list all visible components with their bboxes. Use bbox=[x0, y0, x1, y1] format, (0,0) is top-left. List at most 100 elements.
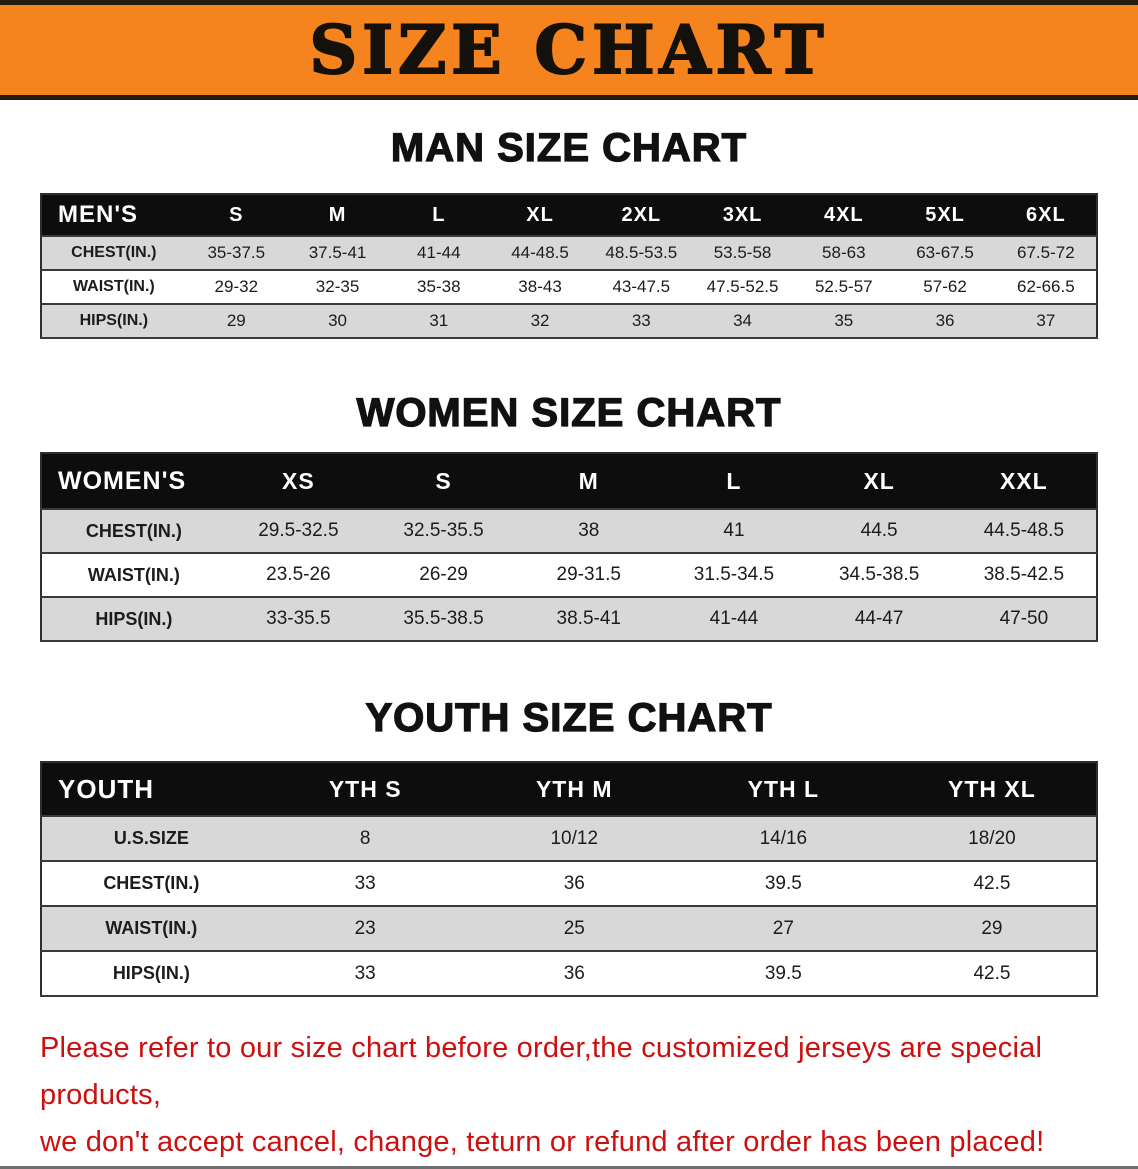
value-cell: 44-47 bbox=[806, 596, 952, 642]
value-cell: 38.5-41 bbox=[516, 596, 662, 642]
value-cell: 63-67.5 bbox=[894, 235, 996, 271]
value-cell: 42.5 bbox=[887, 950, 1097, 997]
value-cell: 36 bbox=[469, 860, 679, 907]
row-label-cell: CHEST(IN.) bbox=[41, 860, 261, 907]
value-cell: 35-37.5 bbox=[185, 235, 287, 271]
value-cell: 26-29 bbox=[370, 552, 517, 598]
value-cell: 41-44 bbox=[388, 235, 490, 271]
row-label-cell: WAIST(IN.) bbox=[41, 552, 226, 598]
value-cell: 18/20 bbox=[887, 815, 1097, 862]
value-cell: 33 bbox=[260, 860, 470, 907]
row-label-cell: CHEST(IN.) bbox=[41, 235, 186, 271]
value-cell: 41 bbox=[661, 508, 807, 554]
value-cell: 31 bbox=[388, 303, 490, 339]
value-cell: 8 bbox=[260, 815, 470, 862]
value-cell: 42.5 bbox=[887, 860, 1097, 907]
table-header-row: YOUTH YTH S YTH M YTH L YTH XL bbox=[41, 762, 1097, 816]
value-cell: 34 bbox=[691, 303, 794, 339]
table-row: WAIST(IN.) 23 25 27 29 bbox=[41, 905, 1097, 952]
value-cell: 53.5-58 bbox=[691, 235, 794, 271]
youth-table-wrap: YOUTH YTH S YTH M YTH L YTH XL U.S.SIZE 8 10/12… bbox=[0, 761, 1138, 997]
value-cell: 32 bbox=[489, 303, 591, 339]
table-row: HIPS(IN.) 33-35.5 35.5-38.5 38.5-41 41-44 44-… bbox=[41, 596, 1097, 642]
table-header-row: MEN'S S M L XL 2XL 3XL 4XL 5XL 6XL bbox=[41, 194, 1097, 236]
size-header-cell: M bbox=[286, 194, 389, 236]
value-cell: 47-50 bbox=[951, 596, 1097, 642]
size-header-cell: XL bbox=[489, 194, 591, 236]
size-header-cell: XL bbox=[806, 453, 952, 509]
value-cell: 25 bbox=[469, 905, 679, 952]
value-cell: 62-66.5 bbox=[995, 269, 1097, 305]
value-cell: 44.5 bbox=[806, 508, 952, 554]
disclaimer-line-2: we don't accept cancel, change, teturn o… bbox=[40, 1126, 1045, 1158]
table-row: CHEST(IN.) 35-37.5 37.5-41 41-44 44-48.5 48.5… bbox=[41, 235, 1097, 271]
men-size-table: MEN'S S M L XL 2XL 3XL 4XL 5XL 6XL CHEST(IN.) 35-37… bbox=[40, 193, 1098, 339]
row-label-cell: HIPS(IN.) bbox=[41, 596, 226, 642]
value-cell: 32-35 bbox=[286, 269, 389, 305]
value-cell: 34.5-38.5 bbox=[806, 552, 952, 598]
value-cell: 39.5 bbox=[678, 860, 888, 907]
size-header-cell: YTH L bbox=[678, 762, 888, 816]
size-header-cell: XS bbox=[225, 453, 371, 509]
table-row: WAIST(IN.) 23.5-26 26-29 29-31.5 31.5-34.5 34… bbox=[41, 552, 1097, 598]
value-cell: 52.5-57 bbox=[793, 269, 895, 305]
value-cell: 29 bbox=[185, 303, 287, 339]
table-row: U.S.SIZE 8 10/12 14/16 18/20 bbox=[41, 815, 1097, 862]
women-table-wrap: WOMEN'S XS S M L XL XXL CHEST(IN.) 29.5-32.5 32.5… bbox=[0, 452, 1138, 642]
disclaimer-text: Please refer to our size chart before or… bbox=[40, 1025, 1098, 1166]
size-header-cell: M bbox=[516, 453, 662, 509]
value-cell: 57-62 bbox=[894, 269, 996, 305]
value-cell: 29-31.5 bbox=[516, 552, 662, 598]
table-title-cell: WOMEN'S bbox=[41, 453, 226, 509]
size-header-cell: XXL bbox=[951, 453, 1097, 509]
size-header-cell: 2XL bbox=[590, 194, 692, 236]
men-section-heading: MAN SIZE CHART bbox=[390, 125, 748, 170]
value-cell: 35 bbox=[793, 303, 895, 339]
men-section: MAN SIZE CHART MEN'S S M L XL 2XL 3XL 4XL 5XL 6XL… bbox=[0, 125, 1138, 339]
value-cell: 67.5-72 bbox=[995, 235, 1097, 271]
size-header-cell: YTH M bbox=[469, 762, 679, 816]
value-cell: 44.5-48.5 bbox=[951, 508, 1097, 554]
value-cell: 39.5 bbox=[678, 950, 888, 997]
value-cell: 33-35.5 bbox=[225, 596, 371, 642]
value-cell: 27 bbox=[678, 905, 888, 952]
value-cell: 29 bbox=[887, 905, 1097, 952]
size-header-cell: S bbox=[185, 194, 287, 236]
value-cell: 33 bbox=[590, 303, 692, 339]
value-cell: 10/12 bbox=[469, 815, 679, 862]
row-label-cell: CHEST(IN.) bbox=[41, 508, 226, 554]
table-row: CHEST(IN.) 33 36 39.5 42.5 bbox=[41, 860, 1097, 907]
size-chart-banner: SIZE CHART bbox=[0, 0, 1138, 100]
value-cell: 41-44 bbox=[661, 596, 807, 642]
size-header-cell: 4XL bbox=[793, 194, 895, 236]
size-header-cell: YTH S bbox=[260, 762, 470, 816]
table-row: CHEST(IN.) 29.5-32.5 32.5-35.5 38 41 44.5 44.5… bbox=[41, 508, 1097, 554]
value-cell: 44-48.5 bbox=[489, 235, 591, 271]
table-header-row: WOMEN'S XS S M L XL XXL bbox=[41, 453, 1097, 509]
value-cell: 23.5-26 bbox=[225, 552, 371, 598]
youth-size-table: YOUTH YTH S YTH M YTH L YTH XL U.S.SIZE 8 10/12… bbox=[40, 761, 1098, 997]
youth-section: YOUTH SIZE CHART YOUTH YTH S YTH M YTH L YTH… bbox=[0, 695, 1138, 997]
size-header-cell: YTH XL bbox=[887, 762, 1097, 816]
size-header-cell: 6XL bbox=[995, 194, 1097, 236]
value-cell: 37 bbox=[995, 303, 1097, 339]
value-cell: 33 bbox=[260, 950, 470, 997]
value-cell: 31.5-34.5 bbox=[661, 552, 807, 598]
value-cell: 36 bbox=[894, 303, 996, 339]
value-cell: 29.5-32.5 bbox=[225, 508, 371, 554]
table-row: WAIST(IN.) 29-32 32-35 35-38 38-43 43-47.5 47.… bbox=[41, 269, 1097, 305]
value-cell: 38 bbox=[516, 508, 662, 554]
table-title-cell: YOUTH bbox=[41, 762, 261, 816]
women-section: WOMEN SIZE CHART WOMEN'S XS S M L XL XXL CHEST(… bbox=[0, 390, 1138, 642]
row-label-cell: WAIST(IN.) bbox=[41, 269, 186, 305]
disclaimer: Please refer to our size chart before or… bbox=[0, 1025, 1138, 1166]
disclaimer-line-1: Please refer to our size chart before or… bbox=[40, 1032, 1043, 1111]
value-cell: 23 bbox=[260, 905, 470, 952]
banner-title: SIZE CHART bbox=[309, 11, 829, 89]
women-section-heading: WOMEN SIZE CHART bbox=[356, 390, 782, 435]
size-header-cell: 3XL bbox=[691, 194, 794, 236]
row-label-cell: HIPS(IN.) bbox=[41, 950, 261, 997]
value-cell: 38-43 bbox=[489, 269, 591, 305]
size-header-cell: 5XL bbox=[894, 194, 996, 236]
value-cell: 30 bbox=[286, 303, 389, 339]
